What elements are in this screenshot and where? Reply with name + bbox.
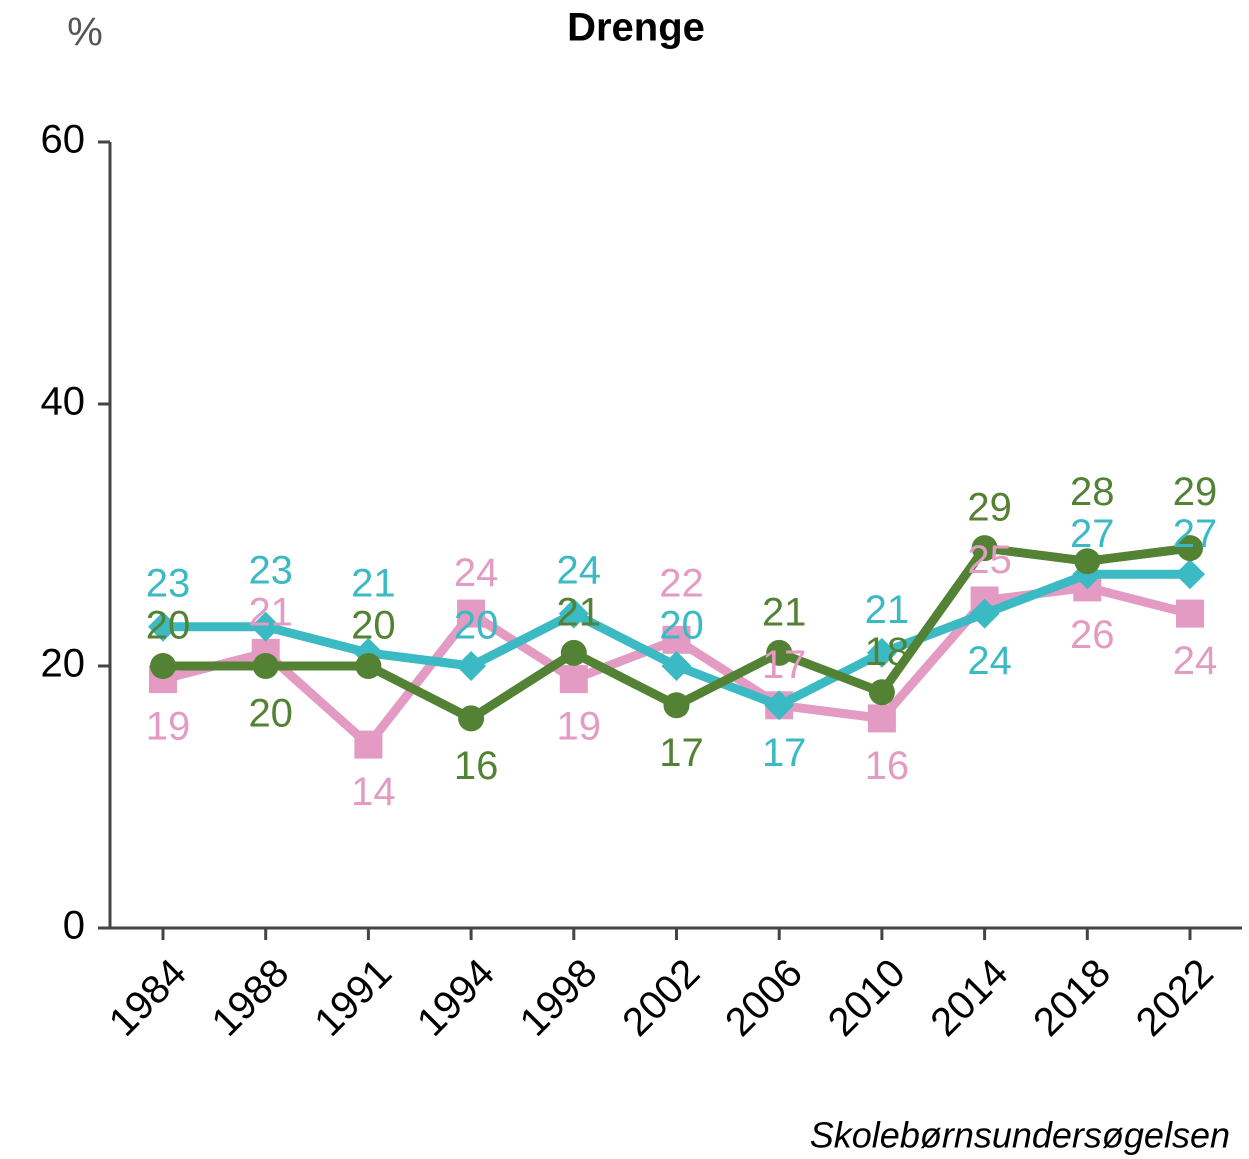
y-axis-label: % <box>67 11 103 55</box>
data-label: 17 <box>659 731 704 775</box>
data-label: 17 <box>762 731 807 775</box>
data-label: 20 <box>659 604 704 648</box>
y-tick-label: 0 <box>63 904 85 948</box>
data-label: 25 <box>967 538 1012 582</box>
data-label: 24 <box>454 551 499 595</box>
y-tick-label: 60 <box>41 118 86 162</box>
marker <box>150 653 176 679</box>
data-label: 16 <box>865 744 910 788</box>
data-label: 20 <box>454 604 499 648</box>
data-label: 20 <box>351 604 396 648</box>
data-label: 24 <box>967 639 1012 683</box>
x-tick-label: 1991 <box>306 951 400 1045</box>
x-tick-label: 2010 <box>820 951 914 1045</box>
data-label: 24 <box>1173 639 1218 683</box>
marker <box>766 639 793 666</box>
marker <box>456 651 487 681</box>
data-label: 20 <box>248 692 293 736</box>
marker <box>560 639 587 666</box>
data-label: 21 <box>762 590 807 634</box>
x-tick-label: 1984 <box>101 951 195 1045</box>
marker <box>355 653 382 679</box>
marker <box>969 598 1000 629</box>
data-label: 19 <box>557 705 602 749</box>
marker <box>457 599 486 628</box>
data-label: 23 <box>248 548 293 592</box>
x-tick-label: 2014 <box>922 951 1016 1045</box>
data-label: 29 <box>1173 470 1218 514</box>
data-label: 28 <box>1070 470 1115 514</box>
marker <box>458 705 485 732</box>
marker <box>354 730 383 759</box>
marker <box>1175 559 1205 590</box>
marker <box>252 653 279 679</box>
marker <box>867 704 896 733</box>
marker <box>971 535 998 562</box>
data-label: 26 <box>1070 613 1115 657</box>
marker <box>558 598 589 629</box>
data-label: 21 <box>351 562 396 606</box>
x-tick-label: 2006 <box>717 951 811 1045</box>
data-label: 16 <box>454 744 499 788</box>
data-label: 14 <box>351 770 396 814</box>
data-label: 29 <box>967 486 1012 530</box>
data-label: 21 <box>248 590 293 634</box>
source: Skolebørnsundersøgelsen <box>810 1115 1230 1156</box>
chart-title: Drenge <box>567 6 705 50</box>
data-label: 20 <box>146 604 191 648</box>
data-label: 19 <box>146 705 191 749</box>
marker <box>661 651 692 681</box>
x-tick-label: 1998 <box>512 951 606 1045</box>
marker <box>1176 599 1204 628</box>
data-label: 24 <box>557 548 602 592</box>
data-label: 18 <box>865 630 910 674</box>
x-tick-label: 1994 <box>409 951 503 1045</box>
data-label: 21 <box>865 588 910 632</box>
marker <box>559 665 588 694</box>
marker <box>663 692 690 719</box>
data-label: 27 <box>1173 512 1218 556</box>
marker <box>662 625 691 654</box>
marker <box>764 690 795 721</box>
y-tick-label: 20 <box>41 642 86 686</box>
marker <box>866 637 897 668</box>
marker <box>148 611 178 642</box>
x-tick-label: 2002 <box>614 951 708 1045</box>
data-label: 22 <box>659 562 704 606</box>
marker <box>868 679 895 706</box>
x-tick-label: 2022 <box>1128 951 1222 1045</box>
data-label: 21 <box>557 590 602 634</box>
marker <box>1177 535 1203 562</box>
x-tick-label: 1988 <box>203 951 297 1045</box>
y-tick-label: 40 <box>41 380 86 424</box>
data-label: 27 <box>1070 512 1115 556</box>
data-label: 17 <box>762 643 807 687</box>
x-tick-label: 2018 <box>1025 951 1119 1045</box>
marker <box>250 611 281 642</box>
data-label: 23 <box>146 562 191 606</box>
marker <box>1074 548 1101 575</box>
